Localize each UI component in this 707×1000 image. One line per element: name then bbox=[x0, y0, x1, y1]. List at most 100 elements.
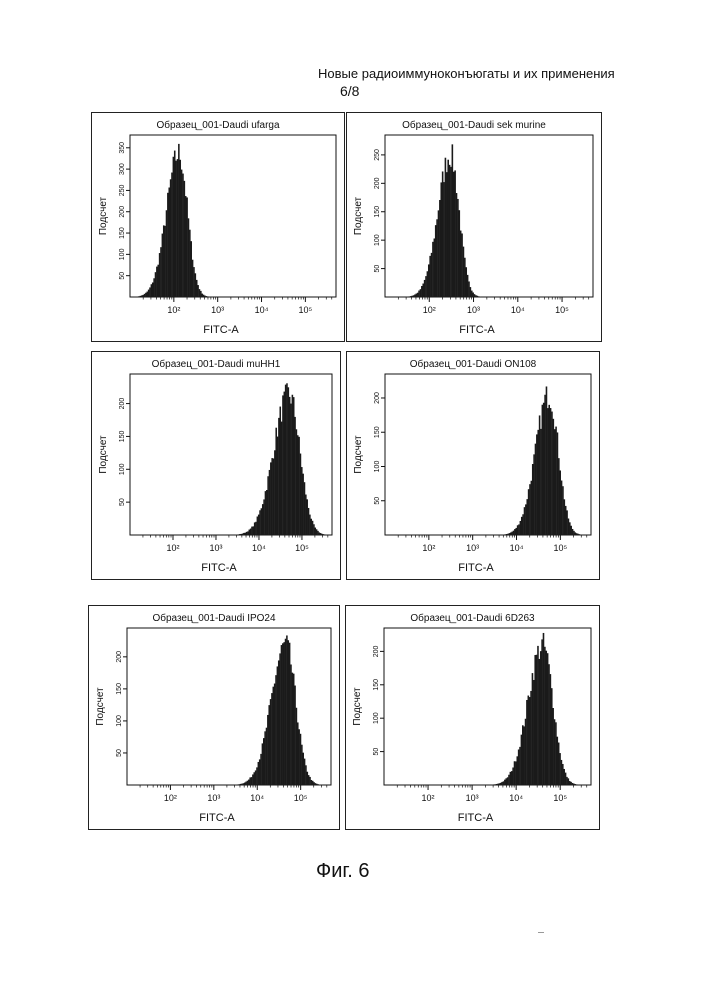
histogram-bin bbox=[308, 508, 310, 535]
histogram-bin bbox=[575, 532, 577, 535]
histogram-bin bbox=[236, 534, 238, 535]
histogram-bin bbox=[190, 241, 192, 297]
histogram-bin bbox=[450, 167, 452, 297]
histogram-bin bbox=[175, 161, 177, 297]
y-tick-label: 50 bbox=[373, 748, 380, 756]
histogram-bin bbox=[470, 287, 472, 297]
histogram-bin bbox=[529, 697, 531, 785]
histogram-bin bbox=[570, 526, 572, 535]
histogram-bin bbox=[457, 199, 459, 297]
histogram-bin bbox=[421, 286, 423, 297]
histogram-bin bbox=[410, 296, 412, 297]
histogram-bin bbox=[199, 289, 201, 297]
x-tick-label: 10⁴ bbox=[509, 793, 523, 803]
histogram-bin bbox=[290, 664, 292, 785]
histogram-bin bbox=[504, 534, 506, 535]
histogram-bin bbox=[308, 775, 310, 785]
histogram-bin bbox=[563, 769, 565, 785]
histogram-bin bbox=[260, 754, 262, 785]
histogram-bin bbox=[286, 635, 288, 785]
histogram-bin bbox=[156, 267, 158, 297]
histogram-bin bbox=[452, 144, 454, 297]
histogram-bin bbox=[523, 726, 525, 785]
histogram-bin bbox=[273, 458, 275, 535]
histogram-bin bbox=[266, 490, 268, 535]
x-tick-label: 10³ bbox=[211, 305, 224, 315]
y-axis-label: Подсчет bbox=[353, 196, 364, 235]
histogram-bin bbox=[195, 273, 197, 297]
histogram-bin bbox=[267, 476, 269, 535]
histogram-bin bbox=[239, 784, 241, 785]
x-tick-label: 10⁵ bbox=[553, 543, 567, 553]
x-tick-label: 10⁴ bbox=[255, 305, 269, 315]
histogram-bin bbox=[552, 708, 554, 785]
x-tick-label: 10³ bbox=[467, 305, 480, 315]
y-tick-label: 200 bbox=[119, 206, 126, 218]
histogram-bin bbox=[148, 290, 150, 297]
histogram-bin bbox=[545, 651, 547, 785]
histogram-bin bbox=[435, 225, 437, 297]
histogram-bin bbox=[300, 734, 302, 785]
histogram-bin bbox=[278, 418, 280, 535]
y-tick-label: 200 bbox=[116, 651, 123, 663]
histogram-bin bbox=[270, 699, 272, 785]
histogram-bin bbox=[558, 458, 560, 535]
histogram-bin bbox=[246, 532, 248, 535]
histogram-bin bbox=[439, 200, 441, 297]
y-tick-label: 100 bbox=[374, 234, 381, 246]
y-tick-label: 150 bbox=[373, 679, 380, 691]
histogram-bin bbox=[315, 783, 317, 785]
scan-mark bbox=[538, 932, 544, 933]
histogram-bin bbox=[554, 719, 556, 785]
histogram-bin bbox=[471, 291, 473, 297]
histogram-bin bbox=[529, 484, 531, 535]
histogram-bin bbox=[267, 715, 269, 785]
histogram-bin bbox=[530, 691, 532, 785]
histogram-bin bbox=[440, 182, 442, 297]
histogram-bin bbox=[533, 454, 535, 535]
histogram-bin bbox=[155, 272, 157, 297]
histogram-bin bbox=[460, 231, 462, 297]
histogram-bin bbox=[501, 782, 503, 785]
histogram-bin bbox=[564, 499, 566, 535]
histogram-bin bbox=[317, 784, 319, 785]
histogram-bin bbox=[500, 783, 502, 785]
histogram-bin bbox=[475, 295, 477, 297]
histogram-bin bbox=[290, 404, 292, 535]
plot-frame bbox=[385, 135, 593, 297]
histogram-bin bbox=[188, 218, 190, 297]
histogram-bin bbox=[572, 529, 574, 535]
histogram-bin bbox=[167, 193, 169, 297]
histogram-bin bbox=[532, 464, 534, 535]
y-tick-label: 200 bbox=[373, 645, 380, 657]
histogram-bin bbox=[547, 653, 549, 785]
y-tick-label: 100 bbox=[373, 712, 380, 724]
histogram-bin bbox=[298, 729, 300, 785]
histogram-bin bbox=[179, 160, 181, 297]
histogram-bin bbox=[461, 233, 463, 297]
histogram-bin bbox=[141, 295, 143, 297]
histogram-bin bbox=[251, 777, 253, 785]
histogram-bin bbox=[300, 454, 302, 535]
x-axis-label: FITC-A bbox=[458, 562, 494, 574]
histogram-bin bbox=[181, 170, 183, 297]
x-axis-label: FITC-A bbox=[459, 324, 495, 336]
histogram-bin bbox=[261, 508, 263, 535]
histogram-bin bbox=[532, 673, 534, 785]
histogram-bin bbox=[570, 782, 572, 785]
histogram-bin bbox=[458, 210, 460, 297]
histogram-bin bbox=[453, 172, 455, 297]
histogram-bin bbox=[468, 281, 470, 297]
histogram-bin bbox=[443, 182, 445, 297]
histogram-bin bbox=[420, 289, 422, 297]
histogram-bin bbox=[289, 643, 291, 785]
histogram-bin bbox=[494, 784, 496, 785]
histogram-bin bbox=[511, 532, 513, 535]
histogram-bin bbox=[555, 427, 557, 535]
x-axis-label: FITC-A bbox=[458, 812, 494, 824]
histogram-bin bbox=[287, 640, 289, 785]
histogram-bin bbox=[274, 684, 276, 785]
histogram-bin bbox=[536, 434, 538, 535]
histogram-bin bbox=[503, 781, 505, 785]
histogram-chart: Образец_001-Daudi IPO2410²10³10⁴10⁵50100… bbox=[89, 606, 339, 829]
